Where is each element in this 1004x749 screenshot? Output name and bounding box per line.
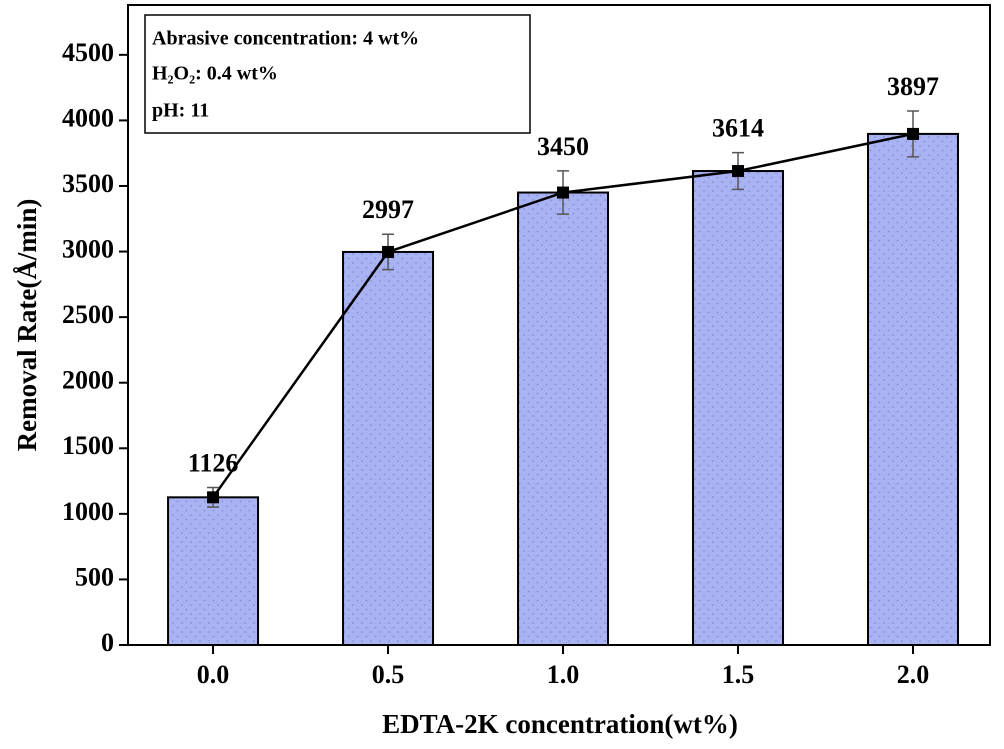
y-tick-label: 500 xyxy=(75,562,114,591)
data-label: 1126 xyxy=(188,448,239,477)
bar xyxy=(342,250,435,647)
x-tick-label: 2.0 xyxy=(897,660,930,689)
data-label: 3897 xyxy=(887,72,939,101)
y-tick-label: 1500 xyxy=(62,431,114,460)
y-tick-label: 4500 xyxy=(62,38,114,67)
plot-frame xyxy=(127,4,991,646)
marker xyxy=(732,165,745,178)
x-tick-label: 1.0 xyxy=(547,660,580,689)
y-tick-label: 1000 xyxy=(62,497,114,526)
y-tick-label: 2000 xyxy=(62,366,114,395)
x-tick-label: 1.5 xyxy=(722,660,755,689)
marker xyxy=(207,491,220,504)
bar xyxy=(867,132,960,646)
data-label: 2997 xyxy=(362,195,414,224)
bar xyxy=(692,170,785,647)
x-tick-label: 0.5 xyxy=(372,660,405,689)
x-axis-title: EDTA-2K concentration(wt%) xyxy=(382,709,738,739)
y-tick-label: 4000 xyxy=(62,103,114,132)
annotation-box xyxy=(144,14,531,134)
bar xyxy=(517,191,610,646)
bar xyxy=(167,496,260,647)
y-tick-label: 2500 xyxy=(62,300,114,329)
marker xyxy=(382,245,395,258)
y-tick-label: 3500 xyxy=(62,169,114,198)
y-tick-label: 0 xyxy=(101,628,114,657)
annotation: H₂O₂: 0.4 wt% xyxy=(152,63,278,85)
data-label: 3614 xyxy=(712,114,764,143)
annotation: Abrasive concentration: 4 wt% xyxy=(152,28,419,50)
x-tick-label: 0.0 xyxy=(197,660,230,689)
y-tick-label: 3000 xyxy=(62,235,114,264)
data-label: 3450 xyxy=(537,132,589,161)
y-axis-title: Removal Rate(Å/min) xyxy=(12,199,42,452)
marker xyxy=(907,127,920,140)
annotation: pH: 11 xyxy=(152,100,209,122)
marker xyxy=(557,186,570,199)
